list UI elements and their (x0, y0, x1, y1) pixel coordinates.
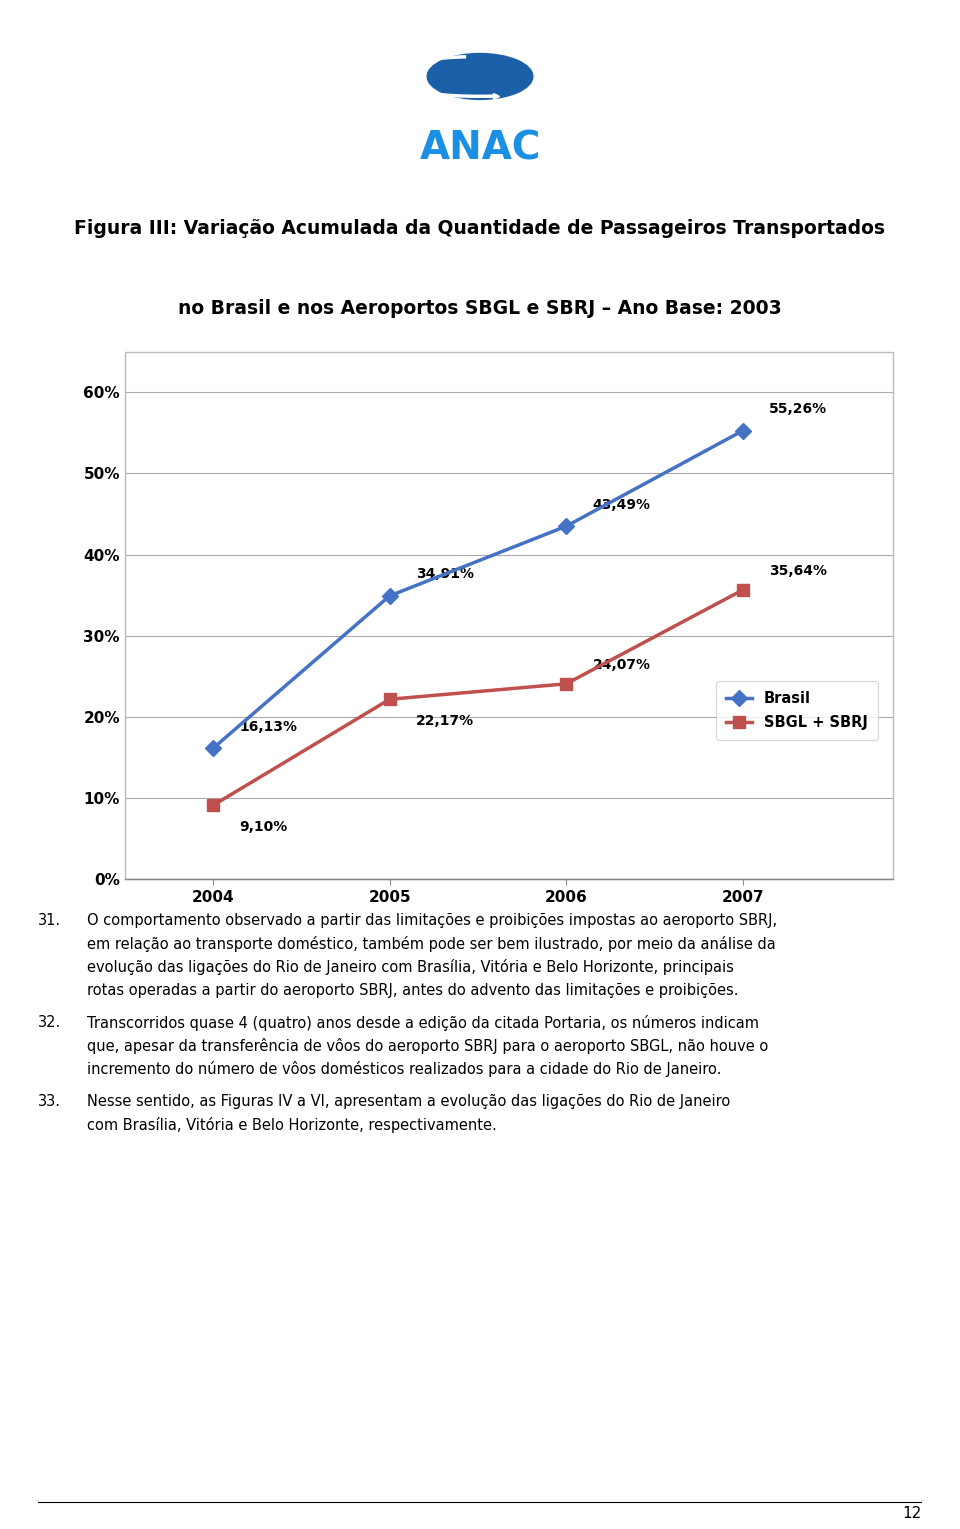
Text: Figura III: Variação Acumulada da Quantidade de Passageiros Transportados: Figura III: Variação Acumulada da Quanti… (75, 219, 885, 239)
Text: O comportamento observado a partir das limitações e proibições impostas ao aerop: O comportamento observado a partir das l… (87, 913, 777, 928)
Text: que, apesar da transferência de vôos do aeroporto SBRJ para o aeroporto SBGL, nã: que, apesar da transferência de vôos do … (87, 1038, 768, 1053)
Text: Transcorridos quase 4 (quatro) anos desde a edição da citada Portaria, os número: Transcorridos quase 4 (quatro) anos desd… (87, 1015, 759, 1031)
Text: 34,91%: 34,91% (416, 567, 474, 581)
Text: com Brasília, Vitória e Belo Horizonte, respectivamente.: com Brasília, Vitória e Belo Horizonte, … (87, 1118, 496, 1133)
Text: 16,13%: 16,13% (240, 720, 298, 734)
Text: 31.: 31. (38, 913, 61, 928)
Text: 32.: 32. (38, 1015, 61, 1031)
Legend: Brasil, SBGL + SBRJ: Brasil, SBGL + SBRJ (715, 680, 877, 740)
Text: 22,17%: 22,17% (416, 714, 474, 728)
Text: 33.: 33. (38, 1093, 61, 1109)
Text: no Brasil e nos Aeroportos SBGL e SBRJ – Ano Base: 2003: no Brasil e nos Aeroportos SBGL e SBRJ –… (179, 300, 781, 318)
Text: 12: 12 (902, 1506, 922, 1521)
Ellipse shape (427, 54, 533, 99)
Text: ANAC: ANAC (420, 130, 540, 167)
Text: rotas operadas a partir do aeroporto SBRJ, antes do advento das limitações e pro: rotas operadas a partir do aeroporto SBR… (87, 983, 738, 997)
Text: em relação ao transporte doméstico, também pode ser bem ilustrado, por meio da a: em relação ao transporte doméstico, tamb… (87, 936, 776, 953)
Text: 35,64%: 35,64% (769, 564, 828, 578)
Text: incremento do número de vôos domésticos realizados para a cidade do Rio de Janei: incremento do número de vôos domésticos … (87, 1061, 721, 1078)
Text: 9,10%: 9,10% (240, 820, 288, 833)
Text: 24,07%: 24,07% (592, 657, 651, 671)
Text: 43,49%: 43,49% (592, 497, 651, 512)
Text: Nesse sentido, as Figuras IV a VI, apresentam a evolução das ligações do Rio de : Nesse sentido, as Figuras IV a VI, apres… (87, 1093, 731, 1109)
Text: 55,26%: 55,26% (769, 402, 828, 416)
Text: evolução das ligações do Rio de Janeiro com Brasília, Vitória e Belo Horizonte, : evolução das ligações do Rio de Janeiro … (87, 959, 733, 976)
